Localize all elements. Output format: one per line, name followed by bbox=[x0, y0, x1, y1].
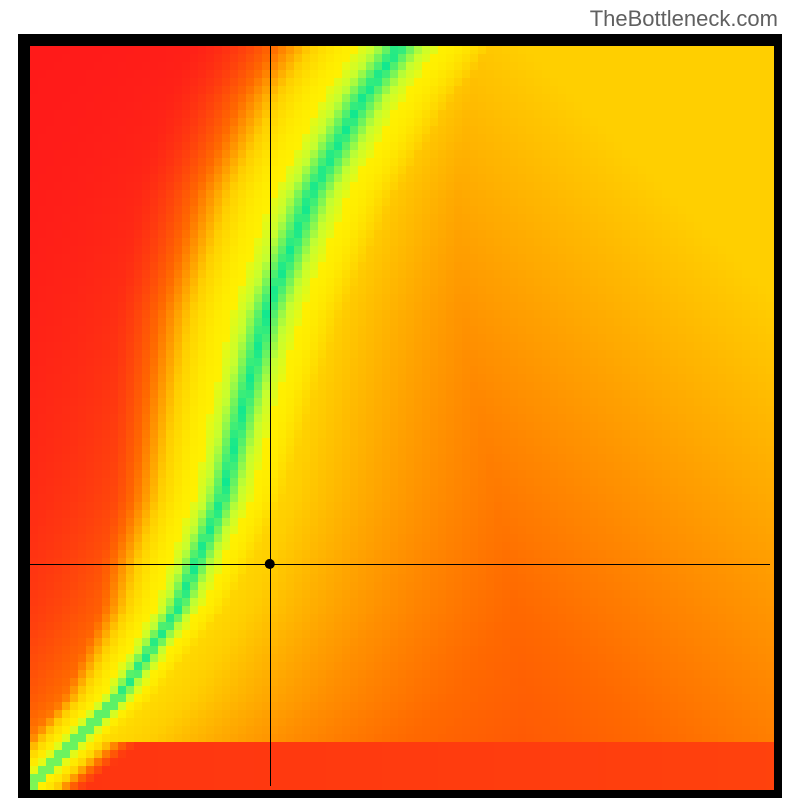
root: TheBottleneck.com bbox=[0, 0, 800, 800]
watermark-text: TheBottleneck.com bbox=[590, 6, 778, 32]
bottleneck-heatmap bbox=[18, 34, 782, 798]
chart-frame bbox=[18, 34, 782, 798]
